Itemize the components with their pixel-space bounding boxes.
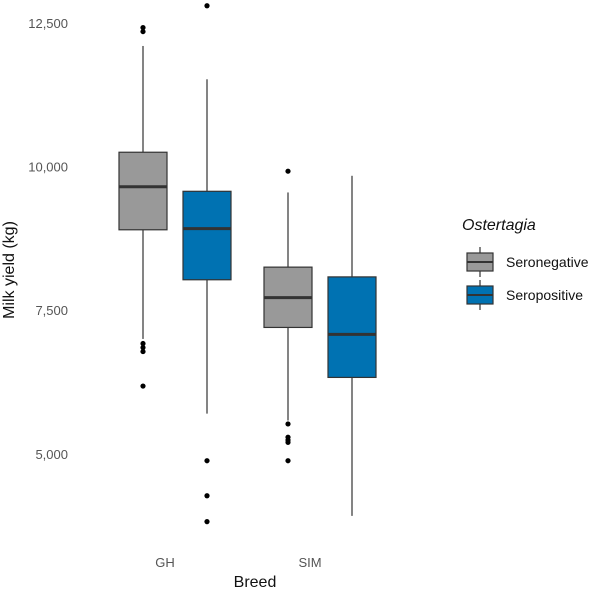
outlier-point <box>140 28 146 35</box>
outlier-point <box>140 348 146 355</box>
legend-label-seropositive: Seropositive <box>506 287 583 303</box>
legend-key-seropositive <box>466 280 494 310</box>
legend-label-seronegative: Seronegative <box>506 254 589 270</box>
outlier-point <box>285 168 291 174</box>
y-axis: 5,000 7,500 10,000 12,500 <box>28 16 68 462</box>
outlier-point <box>140 24 146 31</box>
box-iqr <box>327 276 377 379</box>
legend-title: Ostertagia <box>462 217 536 234</box>
outlier-point <box>285 439 291 445</box>
plot-area <box>118 3 377 525</box>
y-tick-label: 10,000 <box>28 160 68 175</box>
y-tick-label: 12,500 <box>28 16 68 31</box>
box-seropositive-gh <box>182 3 232 525</box>
x-tick-label: SIM <box>298 555 321 570</box>
outlier-point <box>204 458 210 464</box>
x-axis: GH SIM <box>155 555 321 570</box>
box-seropositive-sim <box>327 175 377 516</box>
box-seronegative-gh <box>118 24 168 389</box>
x-axis-title: Breed <box>234 574 277 590</box>
outlier-point <box>140 383 146 389</box>
box-iqr <box>182 190 232 281</box>
outlier-point <box>285 421 291 427</box>
y-tick-label: 5,000 <box>35 447 68 462</box>
outlier-point <box>140 344 146 351</box>
legend-key-seronegative <box>466 247 494 277</box>
outlier-point <box>285 458 291 464</box>
outlier-point <box>204 519 210 525</box>
y-axis-title: Milk yield (kg) <box>1 221 18 319</box>
outlier-point <box>204 3 210 9</box>
outlier-point <box>204 493 210 499</box>
x-tick-label: GH <box>155 555 175 570</box>
outlier-point <box>140 340 146 347</box>
box-seronegative-sim <box>263 168 313 464</box>
legend: Ostertagia Seronegative Seropositive <box>462 217 589 310</box>
box-iqr <box>118 151 168 231</box>
y-tick-label: 7,500 <box>35 303 68 318</box>
